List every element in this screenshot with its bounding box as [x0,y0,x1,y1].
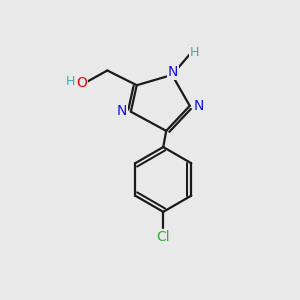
Text: N: N [168,65,178,79]
Text: H: H [66,75,75,88]
Text: N: N [194,99,204,113]
Text: H: H [190,46,199,59]
Text: O: O [76,76,87,90]
Text: Cl: Cl [156,230,170,244]
Text: N: N [117,104,127,118]
